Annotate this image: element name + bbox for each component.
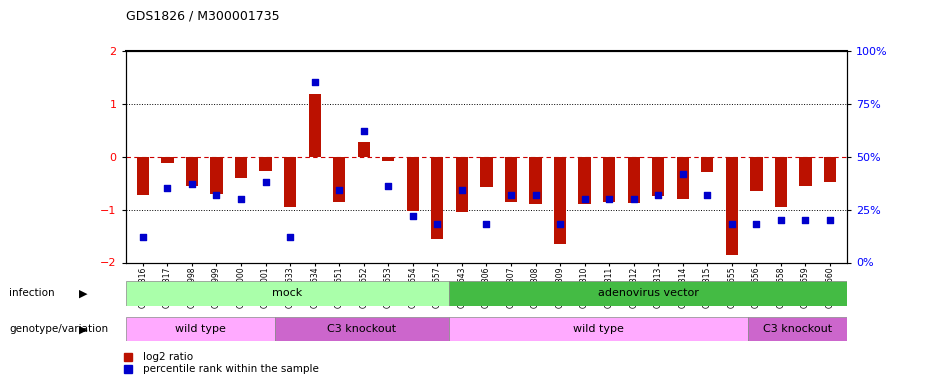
Bar [161, 157, 173, 163]
Bar [701, 157, 713, 172]
Bar [554, 157, 566, 244]
Text: infection: infection [9, 288, 55, 298]
Text: wild type: wild type [573, 324, 624, 334]
Text: wild type: wild type [175, 324, 225, 334]
Point [307, 80, 322, 86]
Bar [775, 157, 787, 207]
Bar [358, 142, 370, 157]
Text: log2 ratio: log2 ratio [143, 352, 194, 362]
Point [209, 192, 224, 198]
Bar [210, 157, 223, 194]
Point [504, 192, 519, 198]
Point [234, 196, 249, 202]
Bar [137, 157, 149, 195]
Bar [431, 157, 443, 238]
Bar [260, 157, 272, 171]
Point [357, 128, 371, 134]
Text: adenovirus vector: adenovirus vector [598, 288, 698, 298]
Point [749, 221, 763, 227]
Text: ▶: ▶ [79, 324, 88, 334]
Bar [382, 157, 395, 161]
Point [823, 217, 838, 223]
Bar [726, 157, 738, 255]
Text: C3 knockout: C3 knockout [328, 324, 397, 334]
Text: genotype/variation: genotype/variation [9, 324, 108, 334]
Bar [530, 157, 542, 204]
Bar [126, 281, 449, 306]
Bar [627, 157, 640, 203]
Bar [480, 157, 492, 187]
Point [577, 196, 592, 202]
Point [331, 188, 346, 194]
Point [798, 217, 813, 223]
Point [283, 234, 298, 240]
Point [627, 196, 641, 202]
Bar [186, 157, 198, 186]
Point [381, 183, 396, 189]
Point [135, 234, 150, 240]
Text: C3 knockout: C3 knockout [762, 324, 832, 334]
Point [675, 171, 690, 177]
Bar [578, 157, 591, 204]
Bar [824, 157, 836, 182]
Point [724, 221, 739, 227]
Bar [748, 317, 847, 341]
Point [258, 179, 273, 185]
Text: mock: mock [272, 288, 303, 298]
Bar [126, 317, 275, 341]
Bar [407, 157, 419, 211]
Point [405, 213, 420, 219]
Bar [333, 157, 345, 202]
Bar [449, 317, 748, 341]
Bar [308, 94, 321, 157]
Point [553, 221, 568, 227]
Text: ▶: ▶ [79, 288, 88, 298]
Point [160, 185, 175, 191]
Point [184, 181, 199, 187]
Point [430, 221, 445, 227]
Point [479, 221, 494, 227]
Point [700, 192, 715, 198]
Bar [456, 157, 468, 212]
Point [601, 196, 616, 202]
Bar [275, 317, 449, 341]
Text: GDS1826 / M300001735: GDS1826 / M300001735 [126, 9, 279, 22]
Bar [750, 157, 762, 191]
Point [528, 192, 543, 198]
Bar [284, 157, 296, 207]
Point [774, 217, 789, 223]
Bar [505, 157, 517, 202]
Bar [449, 281, 847, 306]
Point [454, 188, 469, 194]
Bar [652, 157, 665, 196]
Bar [603, 157, 615, 202]
Bar [677, 157, 689, 199]
Bar [800, 157, 812, 186]
Bar [235, 157, 247, 178]
Text: percentile rank within the sample: percentile rank within the sample [143, 364, 319, 374]
Point [651, 192, 666, 198]
